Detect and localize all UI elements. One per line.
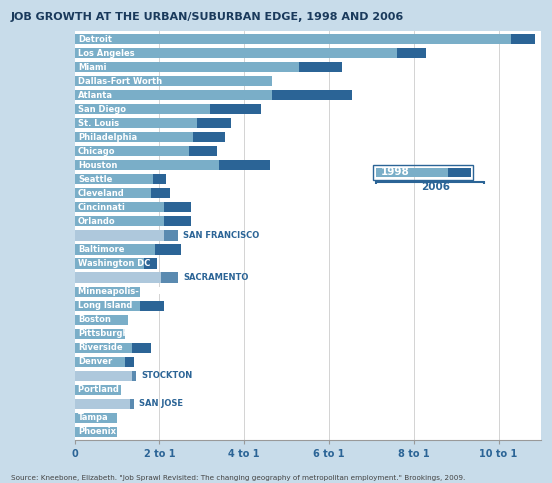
Bar [75,132,193,142]
Bar [75,328,125,339]
Text: Philadelphia: Philadelphia [78,133,137,142]
Bar [75,118,198,128]
Bar [375,168,448,177]
Text: San Diego: San Diego [78,105,126,114]
Bar [163,216,191,227]
Text: SAN JOSE: SAN JOSE [139,399,183,408]
Bar [299,62,342,72]
Bar [189,146,216,156]
Bar [75,244,155,255]
Text: Cleveland: Cleveland [78,189,125,198]
Bar [511,34,534,44]
Text: Long Island: Long Island [78,301,132,310]
Text: 1998: 1998 [381,167,410,177]
Bar [130,399,134,409]
Text: Pittsburgh: Pittsburgh [78,329,129,338]
Text: St. Louis: St. Louis [78,119,119,128]
Bar [75,370,132,381]
Text: Dallas-Fort Worth: Dallas-Fort Worth [78,77,162,85]
Text: 2006: 2006 [421,182,450,192]
Bar [75,286,140,297]
Text: Denver: Denver [78,357,112,366]
Bar [75,300,140,311]
Text: Boston: Boston [78,315,111,324]
Bar [75,314,128,325]
Text: Washington DC: Washington DC [78,259,150,268]
Bar [75,104,210,114]
Text: Orlando: Orlando [78,217,115,226]
Text: Detroit: Detroit [78,35,112,43]
Bar [75,174,153,185]
Text: STOCKTON: STOCKTON [141,371,192,380]
Bar [75,146,189,156]
Bar [153,174,166,185]
Bar [219,160,269,170]
Bar [272,90,352,100]
Bar [75,258,145,269]
Text: SACRAMENTO: SACRAMENTO [183,273,249,282]
Bar [163,230,178,241]
Text: Los Angeles: Los Angeles [78,49,135,57]
Bar [448,168,471,177]
Bar [75,356,125,367]
Bar [75,62,299,72]
Bar [75,202,163,213]
Text: Baltimore: Baltimore [78,245,124,254]
Text: Cincinnati: Cincinnati [78,203,126,212]
Bar [75,48,397,58]
Bar [132,370,136,381]
Bar [75,230,163,241]
Text: Miami: Miami [78,63,107,71]
Text: Chicago: Chicago [78,147,115,156]
Bar [210,104,261,114]
Bar [125,356,134,367]
Bar [397,48,427,58]
Bar [75,399,130,409]
Text: Source: Kneebone, Elizabeth. "Job Sprawl Revisited: The changing geography of me: Source: Kneebone, Elizabeth. "Job Sprawl… [11,475,465,481]
Bar [75,90,272,100]
Text: JOB GROWTH AT THE URBAN/SUBURBAN EDGE, 1998 AND 2006: JOB GROWTH AT THE URBAN/SUBURBAN EDGE, 1… [11,12,404,22]
Bar [75,272,161,283]
Text: Portland OR: Portland OR [78,385,135,394]
Text: Phoenix: Phoenix [78,427,116,436]
Text: Seattle: Seattle [78,175,112,184]
Bar [193,132,225,142]
Bar [155,244,181,255]
Bar [132,342,151,353]
Text: Houston: Houston [78,161,117,170]
Bar [198,118,231,128]
Bar [75,413,117,423]
Bar [75,342,132,353]
Text: Riverside: Riverside [78,343,123,352]
Bar [75,76,272,86]
Bar [140,300,163,311]
Text: SAN FRANCISCO: SAN FRANCISCO [183,231,260,240]
Bar [161,272,178,283]
Text: Atlanta: Atlanta [78,91,113,99]
Bar [75,160,219,170]
Bar [75,384,121,395]
Bar [75,34,511,44]
Bar [163,202,191,213]
Text: Minneapolis- St. Paul: Minneapolis- St. Paul [78,287,178,296]
Bar [75,216,163,227]
Bar [75,188,151,199]
Text: Tampa: Tampa [78,413,109,422]
Bar [145,258,157,269]
Bar [75,427,117,437]
Bar [151,188,170,199]
